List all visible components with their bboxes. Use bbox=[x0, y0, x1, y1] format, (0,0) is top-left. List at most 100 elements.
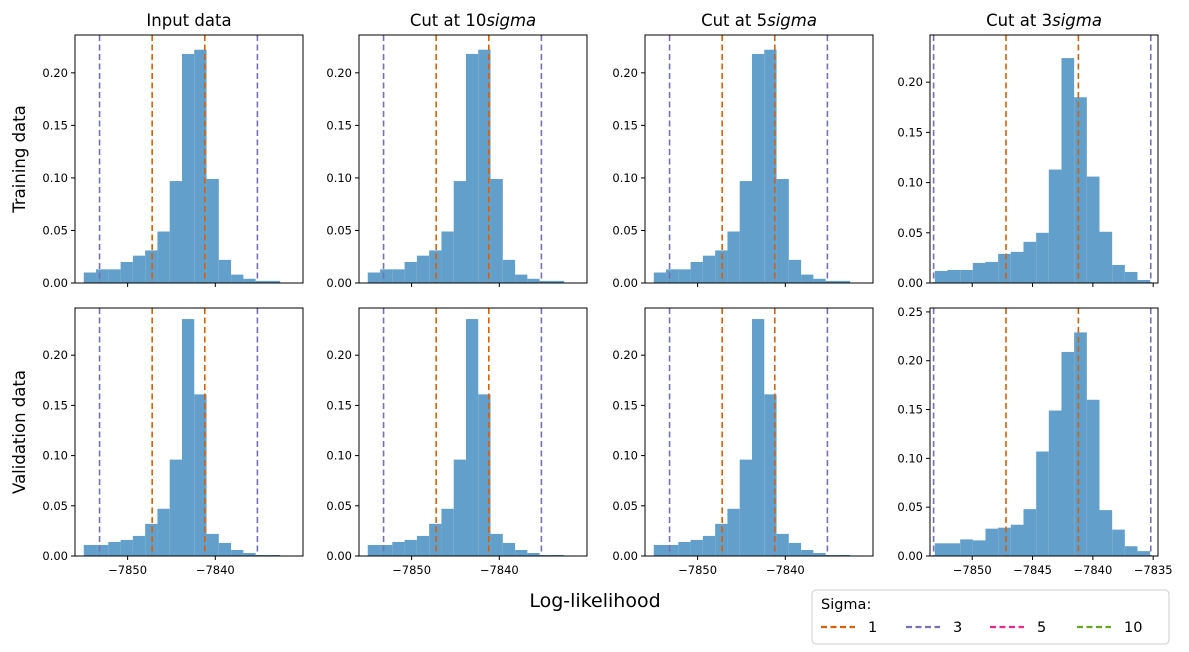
histogram-bar bbox=[776, 178, 789, 283]
histogram-bar bbox=[416, 535, 430, 556]
histogram-bar bbox=[739, 181, 752, 283]
panel-title-italic: sigma bbox=[767, 11, 817, 30]
histogram-bar bbox=[1124, 546, 1138, 556]
histogram-bar bbox=[960, 539, 973, 556]
y-tick-label: 0.00 bbox=[42, 276, 68, 290]
y-tick-label: 0.25 bbox=[897, 305, 923, 319]
histogram-bar bbox=[1036, 451, 1049, 556]
histogram-bar bbox=[1099, 231, 1113, 283]
row-label-training: Training data bbox=[10, 105, 29, 214]
y-tick-label: 0.10 bbox=[326, 171, 352, 185]
histogram-bar bbox=[739, 459, 752, 556]
histogram-bar bbox=[1010, 251, 1024, 283]
axes-frame bbox=[358, 307, 588, 557]
histogram-bar bbox=[441, 231, 454, 283]
subplot-validation-3: 0.00 0.05 0.10 0.15 0.20 −7850 −7840 bbox=[612, 307, 874, 577]
histogram-bar bbox=[465, 53, 479, 283]
legend-label-sigma-10: 10 bbox=[1124, 620, 1142, 636]
histogram-bar bbox=[145, 250, 158, 283]
histogram-bar bbox=[825, 554, 838, 556]
histogram-bar bbox=[453, 181, 466, 283]
histogram-bar bbox=[715, 250, 728, 283]
histogram-bar bbox=[255, 554, 268, 556]
x-tick-label: −7840 bbox=[766, 563, 805, 577]
y-tick-label: 0.05 bbox=[42, 223, 68, 237]
histogram-bar bbox=[515, 549, 528, 556]
subplot-training-3: 0.00 0.05 0.10 0.15 0.20 Cut at 5sigma bbox=[612, 11, 874, 290]
histogram-bar bbox=[947, 543, 961, 556]
x-tick-label: −7850 bbox=[953, 563, 992, 577]
legend-label-sigma-1: 1 bbox=[868, 620, 877, 636]
y-tick-label: 0.00 bbox=[612, 276, 638, 290]
histogram-bar bbox=[715, 523, 728, 556]
histogram-bar bbox=[1061, 351, 1075, 556]
y-tick-label: 0.00 bbox=[42, 549, 68, 563]
y-tick-label: 0.00 bbox=[897, 549, 923, 563]
histogram-bar bbox=[539, 280, 552, 283]
x-tick-label: −7850 bbox=[392, 563, 431, 577]
histogram-bar bbox=[1137, 551, 1151, 556]
histogram-bar bbox=[490, 178, 503, 283]
histogram-bar bbox=[83, 272, 97, 283]
histogram-bar bbox=[380, 269, 393, 283]
histogram-bar bbox=[1048, 410, 1062, 556]
legend-label-sigma-5: 5 bbox=[1037, 620, 1046, 636]
histogram-bar bbox=[934, 543, 948, 556]
x-tick-label: −7845 bbox=[1013, 563, 1052, 577]
x-tick-label: −7850 bbox=[108, 563, 147, 577]
y-tick-label: 0.15 bbox=[897, 403, 923, 417]
y-tick-label: 0.05 bbox=[897, 226, 923, 240]
histogram-bar bbox=[194, 394, 207, 556]
subplot-training-1: 0.00 0.05 0.10 0.15 0.20 Input data bbox=[42, 11, 304, 290]
histogram-bar bbox=[801, 274, 814, 283]
histogram-bar bbox=[96, 269, 109, 283]
y-tick-label: 0.20 bbox=[326, 348, 352, 362]
y-tick-label: 0.10 bbox=[897, 176, 923, 190]
histogram-bar bbox=[788, 259, 802, 283]
histogram-bar bbox=[132, 535, 146, 556]
histogram-bar bbox=[465, 319, 479, 556]
histogram-bar bbox=[404, 539, 417, 556]
histogram-bar bbox=[985, 528, 999, 556]
histogram-bar bbox=[551, 554, 565, 556]
histogram-bar bbox=[702, 255, 716, 283]
y-tick-label: 0.05 bbox=[326, 223, 352, 237]
histogram-bar bbox=[678, 541, 691, 556]
histogram-bar bbox=[825, 280, 838, 283]
y-tick-label: 0.15 bbox=[612, 118, 638, 132]
y-tick-label: 0.20 bbox=[612, 348, 638, 362]
histogram-bar bbox=[813, 278, 826, 283]
histogram-bar bbox=[1023, 509, 1037, 556]
histogram-bar bbox=[515, 274, 528, 283]
histogram-bar bbox=[145, 523, 158, 556]
y-tick-label: 0.10 bbox=[612, 171, 638, 185]
plot-area bbox=[932, 308, 1152, 556]
y-tick-label: 0.05 bbox=[42, 499, 68, 513]
histogram-bar bbox=[776, 533, 789, 556]
y-tick-label: 0.10 bbox=[42, 449, 68, 463]
histogram-bar bbox=[1023, 241, 1037, 283]
histogram-bar bbox=[960, 269, 973, 283]
histogram-bar bbox=[985, 261, 999, 283]
axes-frame bbox=[929, 307, 1159, 557]
histogram-bar bbox=[678, 269, 691, 283]
y-tick-label: 0.10 bbox=[326, 449, 352, 463]
y-tick-label: 0.00 bbox=[326, 549, 352, 563]
histogram-bar bbox=[392, 269, 405, 283]
histogram-bar bbox=[653, 272, 667, 283]
plot-area bbox=[367, 35, 565, 283]
histogram-bar bbox=[527, 552, 540, 556]
histogram-bar bbox=[972, 262, 986, 283]
histogram-bar bbox=[1086, 176, 1100, 283]
subplot-training-2: 0.00 0.05 0.10 0.15 0.20 Cut at 10sigma bbox=[326, 11, 588, 290]
histogram-bar bbox=[1112, 529, 1125, 556]
panel-title-text: Cut at 3 bbox=[986, 11, 1052, 30]
axes-frame bbox=[74, 34, 304, 284]
histogram-bar bbox=[380, 544, 393, 556]
y-tick-label: 0.15 bbox=[612, 398, 638, 412]
histogram-bar bbox=[194, 49, 207, 283]
histogram-bar bbox=[998, 527, 1011, 556]
histogram-bar bbox=[157, 508, 170, 556]
histogram-bar bbox=[416, 255, 430, 283]
